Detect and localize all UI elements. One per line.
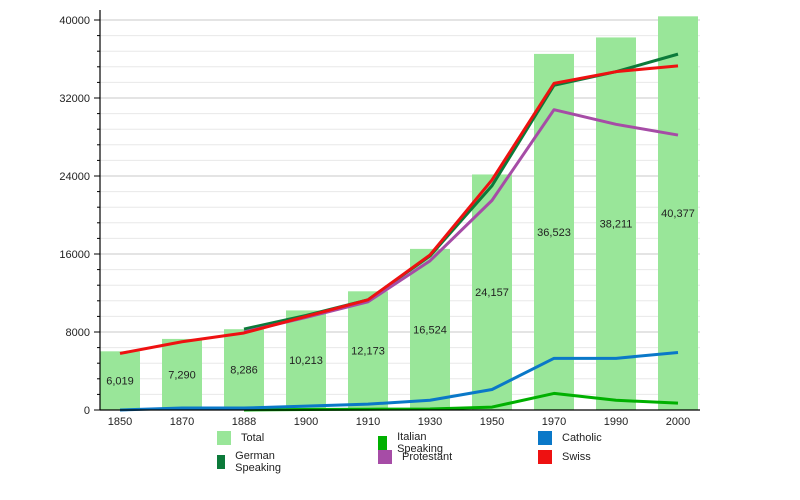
x-tick-label: 1910 <box>356 416 380 428</box>
bar-total <box>658 16 698 410</box>
legend-label: Protestant <box>402 451 453 463</box>
legend-swatch <box>217 431 231 445</box>
bar-data-label: 24,157 <box>475 287 509 299</box>
y-tick-label: 40000 <box>59 15 90 27</box>
y-tick-label: 32000 <box>59 93 90 105</box>
y-tick-label: 16000 <box>59 249 90 261</box>
series-line-catholic <box>119 350 679 412</box>
y-tick-label: 24000 <box>59 171 90 183</box>
bar-data-label: 7,290 <box>168 369 196 381</box>
bar-data-label: 12,173 <box>351 346 385 358</box>
series-line-swiss <box>119 64 679 355</box>
legend-label: Catholic <box>562 432 602 444</box>
series-lines <box>119 52 679 412</box>
bar-data-label: 10,213 <box>289 355 323 367</box>
axes: 0 8000 16000 24000 32000 40000 1850 1870 1888 190… <box>59 10 700 428</box>
bar-total <box>100 351 140 410</box>
legend-item-swiss: Swiss <box>538 450 591 464</box>
x-tick-label: 1870 <box>170 416 194 428</box>
x-tick-label: 1950 <box>480 416 504 428</box>
x-tick-label: 1930 <box>418 416 442 428</box>
legend-item-protestant: Protestant <box>378 450 452 464</box>
bar-total <box>224 329 264 410</box>
bar-data-label: 36,523 <box>537 227 571 239</box>
bar-data-label: 38,211 <box>600 219 633 231</box>
legend-item-catholic: Catholic <box>538 431 602 445</box>
bar-data-label: 6,019 <box>106 376 134 388</box>
bar-data-label: 8,286 <box>230 365 258 377</box>
bar-total <box>596 37 636 410</box>
bar-data-label: 40,377 <box>661 208 695 220</box>
legend-swatch <box>538 450 552 464</box>
bar-data-label: 16,524 <box>413 324 447 336</box>
legend-swatch <box>378 436 388 450</box>
legend-item-german-speaking: German Speaking <box>217 450 287 474</box>
y-tick-label: 0 <box>84 405 90 417</box>
legend-label: German Speaking <box>235 450 282 474</box>
bar-total <box>286 310 326 410</box>
legend-swatch <box>378 450 392 464</box>
y-tick-label: 8000 <box>66 327 90 339</box>
bar-total <box>348 291 388 410</box>
legend-item-italian-speaking: Italian Speaking <box>378 431 448 455</box>
legend-swatch <box>538 431 552 445</box>
legend-label: Swiss <box>562 451 591 463</box>
bars: 6,019 7,290 8,286 10,213 12,173 16,524 24,157 3… <box>100 16 698 410</box>
x-tick-label: 2000 <box>666 416 690 428</box>
legend-item-total: Total <box>217 431 264 445</box>
legend-label: Italian Speaking <box>397 431 443 455</box>
x-tick-label: 1990 <box>604 416 628 428</box>
legend-swatch <box>217 455 226 469</box>
x-tick-label: 1970 <box>542 416 566 428</box>
x-tick-label: 1900 <box>294 416 318 428</box>
bar-total <box>162 338 202 410</box>
x-tick-label: 1850 <box>108 416 132 428</box>
bar-total <box>410 248 450 410</box>
x-tick-label: 1888 <box>232 416 256 428</box>
legend-label: Total <box>241 432 265 444</box>
